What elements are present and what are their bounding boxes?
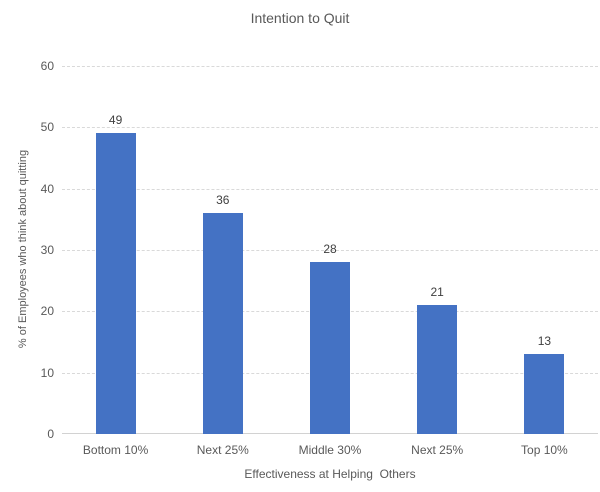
chart-title: Intention to Quit: [250, 10, 350, 26]
bar-Middle 30%: [310, 262, 350, 434]
y-tick-label-60: 60: [40, 59, 54, 73]
y-tick-label-30: 30: [40, 243, 54, 257]
bar-data-label: 21: [430, 285, 444, 300]
bar-Bottom 10%: [95, 133, 136, 434]
x-category-label: Middle 30%: [298, 443, 362, 457]
x-category-label: Next 25%: [411, 443, 464, 457]
gridline-50: [62, 127, 598, 129]
bar-Top 10%: [524, 354, 565, 434]
gridline-40: [62, 188, 598, 190]
plot-area: 49 36 28 21 13: [62, 66, 598, 434]
x-category-label: Bottom 10%: [82, 443, 149, 457]
y-tick-label-20: 20: [40, 304, 54, 319]
bar-Next 25%: [417, 305, 458, 434]
x-axis-title: Effectiveness at Helping Others: [244, 467, 416, 481]
bar-data-label: 28: [323, 242, 337, 257]
x-category-label: Next 25%: [196, 443, 249, 457]
bar-data-label: 49: [108, 113, 123, 128]
bar-data-label: 13: [537, 334, 552, 349]
gridline-60: [62, 66, 598, 67]
y-tick-label-0: 0: [47, 427, 54, 441]
y-tick-label-50: 50: [40, 120, 54, 135]
bar-Next 25%: [202, 213, 243, 434]
gridline-30: [62, 250, 598, 251]
y-tick-label-40: 40: [40, 181, 54, 196]
x-category-label: Top 10%: [521, 443, 568, 457]
y-tick-label-10: 10: [40, 365, 54, 380]
bar-data-label: 36: [216, 193, 230, 208]
